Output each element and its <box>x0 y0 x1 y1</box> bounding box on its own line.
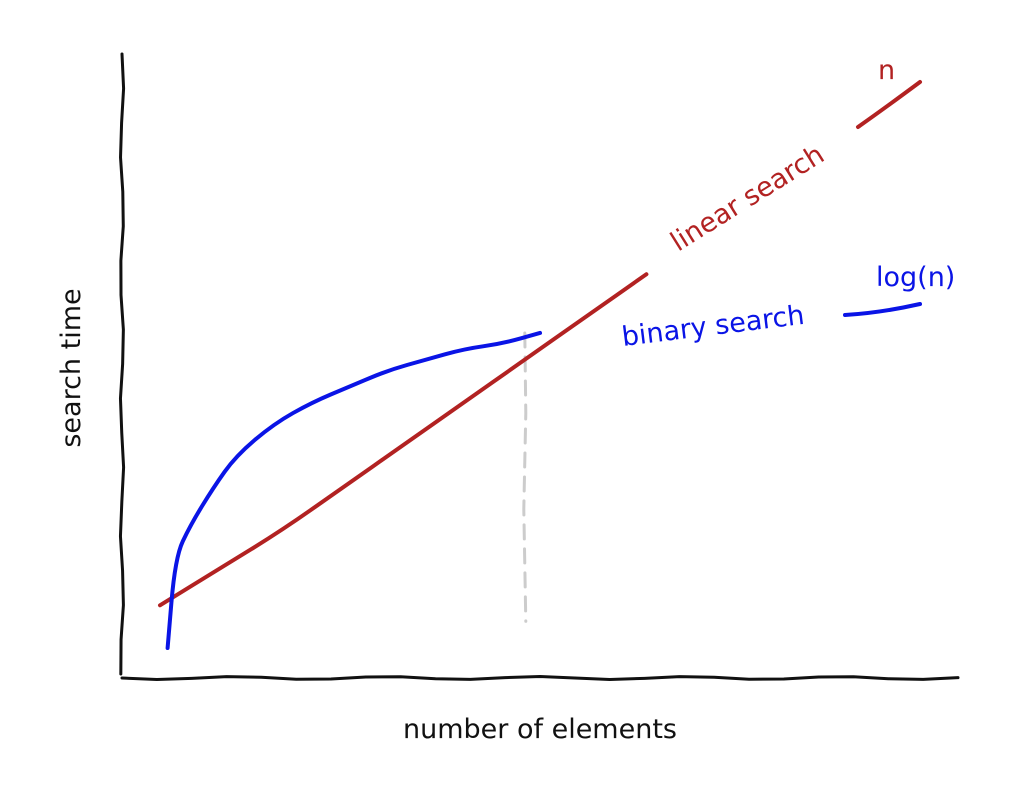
x-axis-label: number of elements <box>403 714 677 745</box>
y-axis-label: search time <box>56 288 87 447</box>
linear-search-label: linear search <box>665 139 830 258</box>
binary-search-line <box>165 330 542 650</box>
crossover-marker-layer <box>522 331 528 623</box>
linear-search-line <box>158 272 649 608</box>
binary-complexity-label: log(n) <box>876 262 955 293</box>
linear-search-tail <box>856 80 922 129</box>
binary-search-tail <box>843 302 922 317</box>
linear-complexity-label: n <box>878 55 895 86</box>
series-layer <box>158 80 922 650</box>
axes <box>118 52 960 681</box>
binary-search-label: binary search <box>620 300 806 353</box>
x-axis-line <box>120 675 960 681</box>
y-axis-line <box>118 52 126 676</box>
crossover-dashed-line <box>522 331 528 623</box>
